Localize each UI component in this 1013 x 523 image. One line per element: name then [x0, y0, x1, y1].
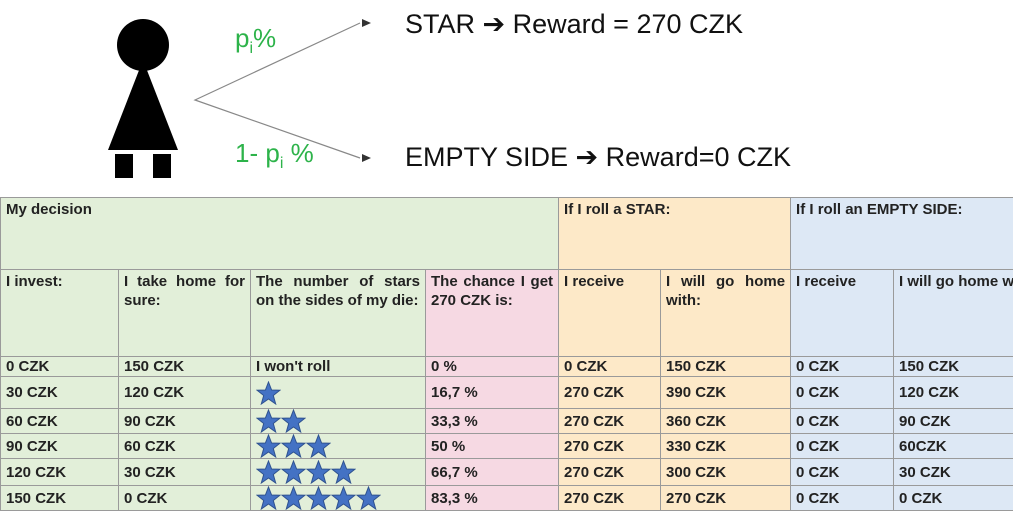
cell — [250, 376, 426, 409]
cell: 0 CZK — [893, 485, 1013, 511]
cell: 30 CZK — [0, 376, 119, 409]
branch-label: pi% — [235, 23, 276, 57]
star — [306, 434, 331, 458]
cell: 60 CZK — [118, 433, 251, 459]
column-header: The chance I get 270 CZK is: — [424, 269, 560, 357]
star — [356, 486, 381, 510]
arrow-head — [362, 154, 371, 162]
cell: 270 CZK — [558, 485, 662, 511]
cell — [250, 485, 426, 511]
cell: 270 CZK — [660, 485, 792, 511]
cell: 0 CZK — [790, 458, 895, 486]
cell: 0 CZK — [118, 485, 251, 511]
column-header: I invest: — [0, 269, 119, 357]
cell: 150 CZK — [893, 356, 1013, 377]
cell: 300 CZK — [660, 458, 792, 486]
cell: 16,7 % — [424, 376, 560, 409]
column-header: I receive — [558, 269, 662, 357]
cell: 30 CZK — [893, 458, 1013, 486]
table: My decision If I roll a STAR: If I roll an… — [0, 197, 1013, 511]
person-leg — [115, 154, 133, 178]
cell: 270 CZK — [558, 458, 662, 486]
cell: 0 CZK — [790, 485, 895, 511]
cell: 150 CZK — [118, 356, 251, 377]
outcome: EMPTY SIDE ➔ Reward=0 CZK — [405, 142, 791, 172]
branch-lines — [193, 22, 361, 159]
cell: 83,3 % — [424, 485, 560, 511]
person-leg — [153, 154, 171, 178]
cell: 390 CZK — [660, 376, 792, 409]
star — [256, 409, 281, 433]
cell: 270 CZK — [558, 433, 662, 459]
cell: 150 CZK — [660, 356, 792, 377]
group-header: My decision — [0, 197, 560, 270]
person-head — [117, 19, 169, 71]
column-header: I will go home with: — [660, 269, 792, 357]
cell: 90 CZK — [118, 408, 251, 434]
column-header: I take home for sure: — [118, 269, 251, 357]
star — [331, 460, 356, 484]
star — [281, 460, 306, 484]
cell: 60CZK — [893, 433, 1013, 459]
cell: 90 CZK — [893, 408, 1013, 434]
cell: 0 CZK — [790, 356, 895, 377]
cell: 270 CZK — [558, 376, 662, 409]
group-header: If I roll an EMPTY SIDE: — [790, 197, 1013, 270]
cell: 0 CZK — [0, 356, 119, 377]
cell: 150 CZK — [0, 485, 119, 511]
group-header: If I roll a STAR: — [558, 197, 792, 270]
star — [306, 486, 331, 510]
cell: 120 CZK — [893, 376, 1013, 409]
cell: 60 CZK — [0, 408, 119, 434]
star — [281, 409, 306, 433]
cell: 270 CZK — [558, 408, 662, 434]
cell: 0 CZK — [790, 433, 895, 459]
diagram: pi% 1- pi % STAR ➔ Reward = 270 CZK EMPT… — [108, 9, 791, 178]
cell: 330 CZK — [660, 433, 792, 459]
column-header: I receive — [790, 269, 895, 357]
cell: 0 CZK — [558, 356, 662, 377]
cell: 0 CZK — [790, 408, 895, 434]
arrow-head — [362, 19, 371, 27]
star — [256, 486, 281, 510]
star — [281, 434, 306, 458]
star — [256, 460, 281, 484]
cell: 120 CZK — [0, 458, 119, 486]
cell: 90 CZK — [0, 433, 119, 459]
person-body — [108, 60, 178, 150]
cell — [250, 458, 426, 486]
column-header: The number of stars on the sides of my d… — [250, 269, 426, 357]
cell: 66,7 % — [424, 458, 560, 486]
star — [281, 486, 306, 510]
cell — [250, 408, 426, 434]
outcome: STAR ➔ Reward = 270 CZK — [405, 9, 743, 39]
cell: 33,3 % — [424, 408, 560, 434]
cell — [250, 433, 426, 459]
cell: 0 CZK — [790, 376, 895, 409]
cell: 120 CZK — [118, 376, 251, 409]
star — [306, 460, 331, 484]
cell: 30 CZK — [118, 458, 251, 486]
column-header: I will go home with: — [893, 269, 1013, 357]
branch-label: 1- pi % — [235, 138, 314, 172]
star — [256, 380, 281, 405]
star — [256, 434, 281, 458]
star — [331, 486, 356, 510]
cell: 50 % — [424, 433, 560, 459]
cell: I won't roll — [250, 356, 426, 377]
cell: 360 CZK — [660, 408, 792, 434]
cell: 0 % — [424, 356, 560, 377]
